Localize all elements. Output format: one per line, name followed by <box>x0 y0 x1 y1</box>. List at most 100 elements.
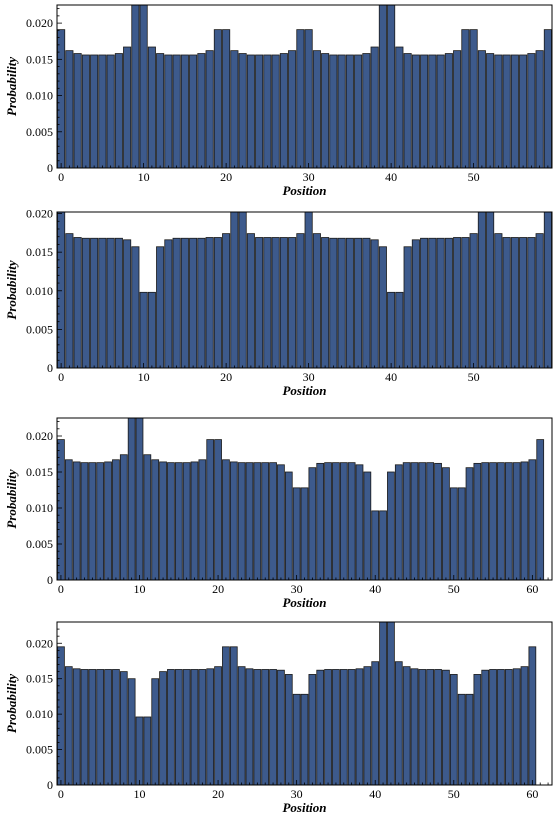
bar <box>104 669 112 786</box>
bar <box>167 462 175 581</box>
bar <box>143 716 152 786</box>
bar <box>339 462 348 581</box>
bar <box>222 646 230 786</box>
bar <box>114 53 123 169</box>
bar <box>420 54 429 169</box>
bar <box>238 53 247 169</box>
bar <box>300 693 309 786</box>
bar <box>230 211 239 369</box>
y-tick-label: 0.020 <box>26 429 53 443</box>
x-tick-label: 40 <box>369 787 381 801</box>
bar <box>362 237 371 369</box>
bar <box>172 54 181 169</box>
panel-2: 0 10 20 30 40 50 0 0.005 0.010 0.015 0.020 Position… <box>4 207 553 398</box>
bar <box>528 459 537 581</box>
bar <box>135 417 144 581</box>
bar <box>449 674 458 786</box>
y-tick-label: 0.015 <box>26 52 53 66</box>
bar <box>426 669 435 786</box>
bar <box>428 237 437 369</box>
bar <box>269 669 277 786</box>
bar <box>477 50 486 169</box>
y-tick-label: 0.005 <box>26 322 53 336</box>
bar <box>198 669 207 786</box>
bar <box>363 471 372 581</box>
bar <box>151 678 160 786</box>
bar <box>284 471 293 581</box>
bar <box>222 459 230 581</box>
bar <box>379 621 387 786</box>
bar <box>255 237 264 369</box>
bar <box>528 646 537 786</box>
bar <box>206 668 215 786</box>
bar <box>411 54 420 169</box>
bar <box>329 237 338 369</box>
bar <box>370 239 379 369</box>
bar <box>402 462 411 581</box>
bar <box>112 459 120 581</box>
bar <box>271 237 280 369</box>
bar <box>245 462 254 581</box>
bar <box>481 462 490 581</box>
bar <box>497 669 505 786</box>
bar <box>88 669 97 786</box>
bar <box>504 462 513 581</box>
y-tick-label: 0.020 <box>26 16 53 30</box>
bar <box>172 237 181 369</box>
bar <box>197 237 206 369</box>
bar <box>332 462 340 581</box>
bar <box>229 461 238 581</box>
bar <box>387 621 395 786</box>
bar <box>457 693 466 786</box>
bar <box>159 461 167 581</box>
y-tick-label: 0.005 <box>26 743 53 757</box>
bar <box>64 666 73 786</box>
bar <box>465 467 474 581</box>
bar <box>418 669 427 786</box>
bar <box>271 54 280 169</box>
bar <box>261 462 270 581</box>
y-tick-label: 0.010 <box>26 284 53 298</box>
bar <box>410 668 419 786</box>
bar <box>131 4 140 169</box>
bar <box>510 54 519 169</box>
plot-frame <box>56 4 553 169</box>
x-tick-label: 0 <box>58 787 64 801</box>
bar <box>296 233 305 369</box>
bar <box>536 439 545 581</box>
bar <box>379 510 387 581</box>
bar <box>403 53 412 169</box>
bar <box>378 4 387 169</box>
y-tick-label: 0.010 <box>26 707 53 721</box>
bar <box>504 669 513 786</box>
bar <box>277 464 285 581</box>
bar <box>316 462 325 581</box>
bar <box>337 54 346 169</box>
bar <box>465 693 474 786</box>
bar <box>180 237 189 369</box>
x-tick-label: 10 <box>134 787 146 801</box>
bar <box>174 669 183 786</box>
bar <box>106 237 115 369</box>
bar <box>65 233 74 369</box>
x-tick-label: 0 <box>58 170 64 184</box>
y-tick-label: 0.020 <box>26 636 53 650</box>
bar <box>469 233 478 369</box>
bar <box>481 669 490 786</box>
bar <box>104 461 112 581</box>
bar <box>461 29 470 169</box>
bar <box>420 237 429 369</box>
y-tick-label: 0 <box>47 361 53 375</box>
bar <box>477 211 486 369</box>
bar <box>190 461 199 581</box>
bar <box>461 237 470 369</box>
panel-4: 0 10 20 30 40 50 60 0 0.005 0.010 0.015 0.020 Positi… <box>4 621 553 815</box>
bar <box>197 53 206 169</box>
bar <box>81 237 90 369</box>
bar <box>543 29 552 169</box>
bar <box>182 669 191 786</box>
bar <box>347 462 356 581</box>
bar <box>510 237 519 369</box>
bar <box>246 233 255 369</box>
